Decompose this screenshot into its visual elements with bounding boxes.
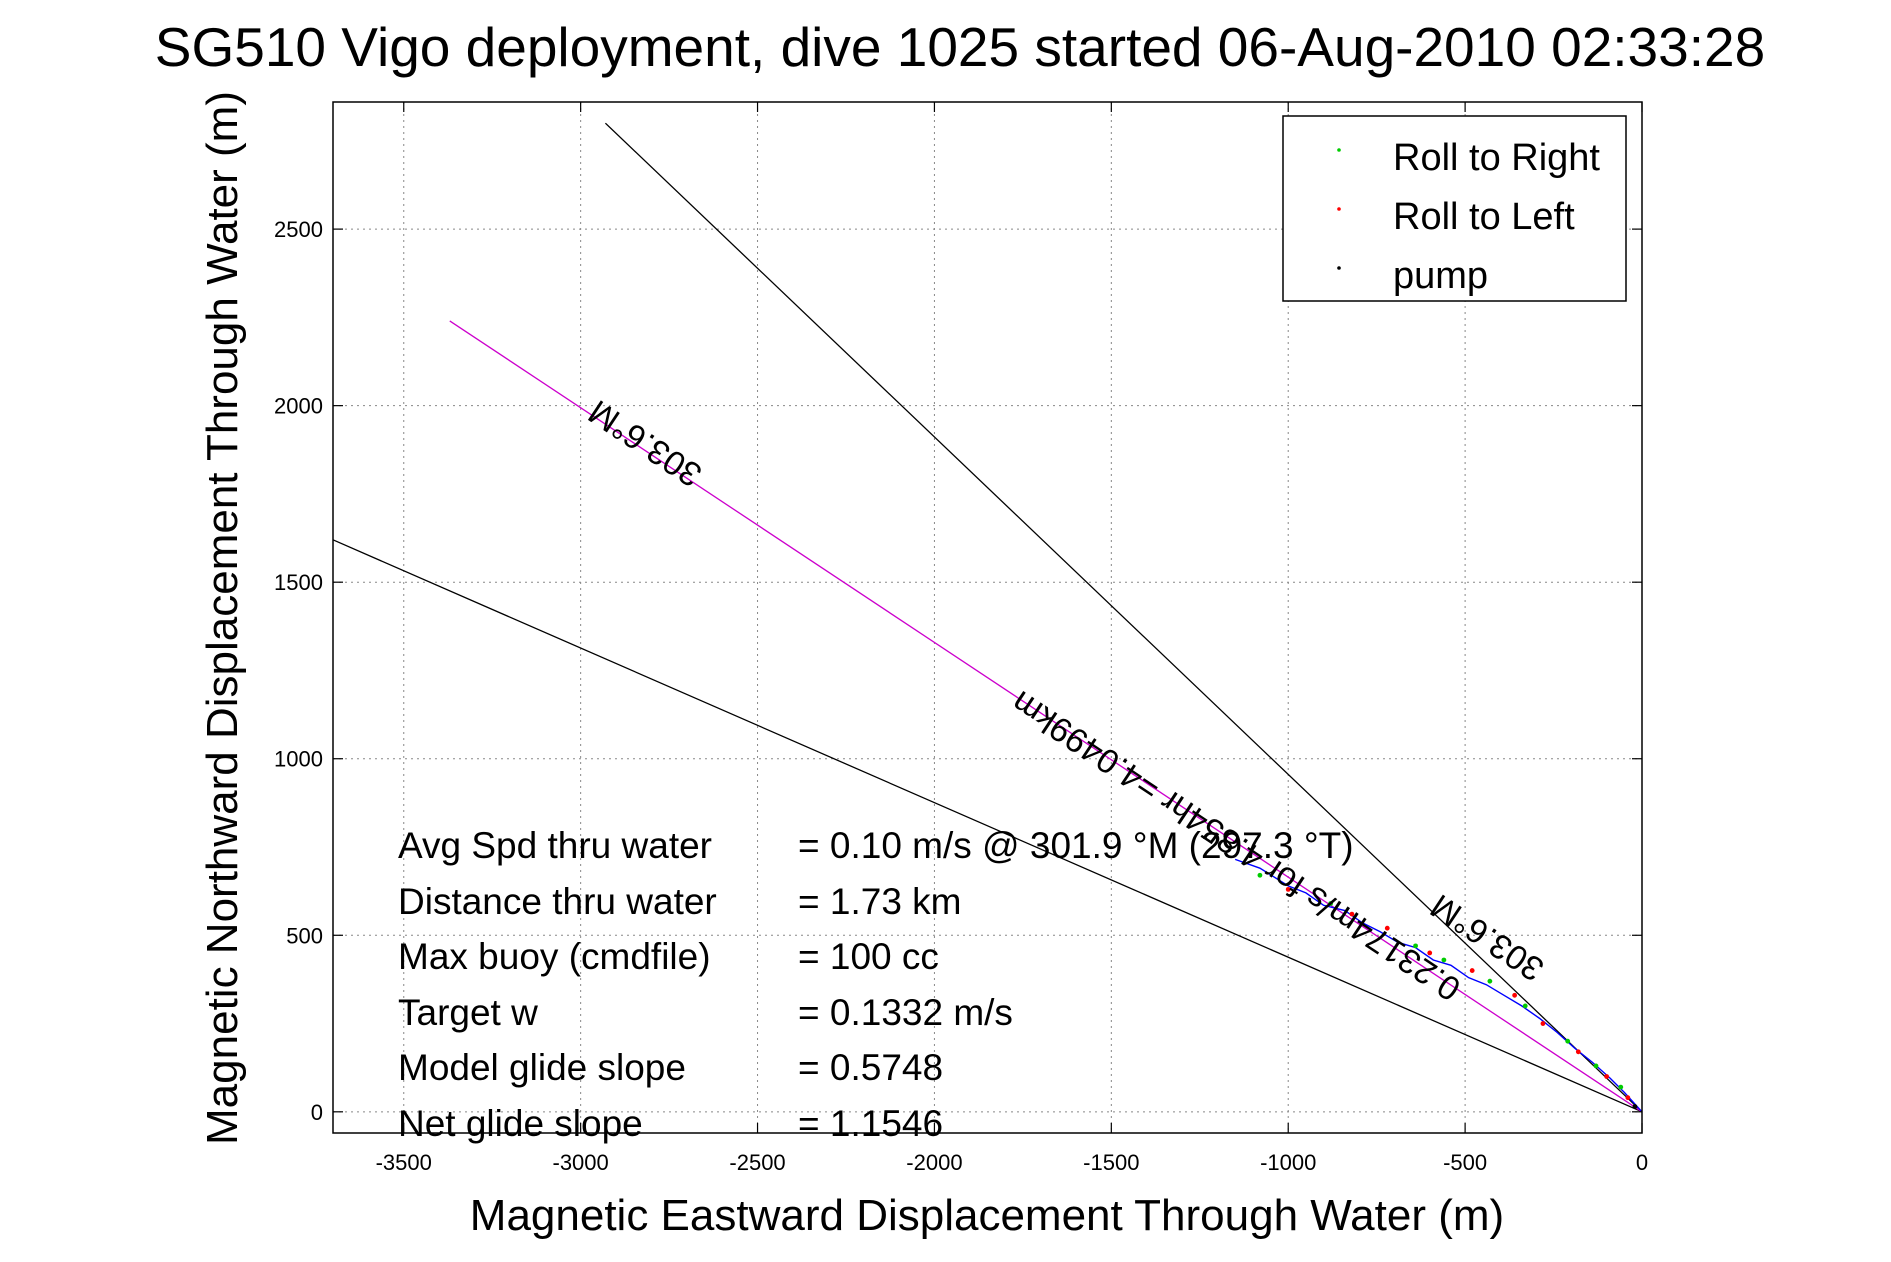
x-tick-label: -500 <box>1443 1150 1487 1175</box>
data-point <box>1384 925 1390 931</box>
x-tick-label: -2500 <box>729 1150 785 1175</box>
plot-frame <box>332 101 1643 1134</box>
data-point <box>1540 1021 1546 1026</box>
trajectory-layer <box>1234 858 1643 1113</box>
data-point <box>1522 1003 1528 1009</box>
stat-value: = 1.73 km <box>798 880 962 922</box>
data-point <box>1469 968 1475 973</box>
stat-value: = 100 cc <box>798 936 939 977</box>
data-points <box>1257 872 1638 1109</box>
x-tick-label: -1000 <box>1260 1150 1316 1175</box>
legend-label-roll-right: Roll to Right <box>1393 137 1600 179</box>
y-tick-label: 1500 <box>274 570 323 595</box>
data-point <box>1575 1049 1581 1055</box>
axis-ticks: -3500 -3000 -2500 -2000 -1500 -1000 -500 0 0 500 1… <box>274 102 1648 1175</box>
y-tick-label: 2500 <box>274 217 323 242</box>
data-point <box>1349 911 1355 917</box>
x-tick-label: 0 <box>1636 1150 1648 1175</box>
data-point <box>1565 1038 1571 1044</box>
reference-lines <box>332 122 1643 1113</box>
stat-value: = 0.10 m/s @ 301.9 °M (297.3 °T) <box>798 825 1354 866</box>
data-point <box>1625 1095 1631 1101</box>
stat-label: Max buoy (cmdfile) <box>398 936 711 977</box>
stat-value: = 1.1546 <box>798 1102 944 1144</box>
data-point <box>1328 901 1334 906</box>
y-tick-label: 1000 <box>274 747 323 772</box>
stat-label: Avg Spd thru water <box>398 825 712 866</box>
data-point <box>1632 1104 1638 1109</box>
data-point <box>1285 886 1291 892</box>
legend-marker-roll-right <box>1337 148 1341 152</box>
y-axis-label: Magnetic Northward Displacement Through … <box>198 91 247 1145</box>
chart-title: SG510 Vigo deployment, dive 1025 started… <box>155 16 1765 78</box>
y-tick-label: 2000 <box>274 394 323 419</box>
legend: Roll to Right Roll to Left pump <box>1282 115 1627 302</box>
data-point <box>1512 992 1518 998</box>
legend-label-roll-left: Roll to Left <box>1393 196 1575 238</box>
data-point <box>1427 950 1433 956</box>
data-point <box>1413 943 1418 949</box>
data-point <box>1618 1084 1624 1090</box>
y-tick-label: 500 <box>286 923 323 948</box>
x-tick-label: -3500 <box>376 1150 432 1175</box>
stat-label: Net glide slope <box>398 1102 643 1144</box>
legend-marker-roll-left <box>1337 207 1341 211</box>
heading-reference-line <box>332 539 1643 1113</box>
trajectory-line <box>1234 858 1643 1113</box>
stat-label: Model glide slope <box>398 1047 686 1088</box>
data-point <box>1441 957 1447 963</box>
heading-reference-line <box>604 122 1643 1113</box>
legend-label-pump: pump <box>1393 255 1488 297</box>
x-tick-label: -2000 <box>906 1150 962 1175</box>
stat-value: = 0.5748 <box>798 1047 944 1088</box>
data-point <box>1487 978 1493 984</box>
x-tick-label: -1500 <box>1083 1150 1139 1175</box>
data-point <box>1257 872 1263 878</box>
heading-reference-line <box>449 320 1643 1113</box>
stat-label: Target w <box>398 991 538 1033</box>
data-point <box>1604 1074 1610 1079</box>
x-axis-label: Magnetic Eastward Displacement Through W… <box>470 1191 1504 1240</box>
x-tick-label: -3000 <box>553 1150 609 1175</box>
stat-label: Distance thru water <box>398 880 717 922</box>
y-tick-label: 0 <box>311 1100 323 1125</box>
data-point <box>1593 1063 1599 1069</box>
stat-value: = 0.1332 m/s <box>798 991 1013 1033</box>
legend-marker-pump <box>1337 266 1341 270</box>
